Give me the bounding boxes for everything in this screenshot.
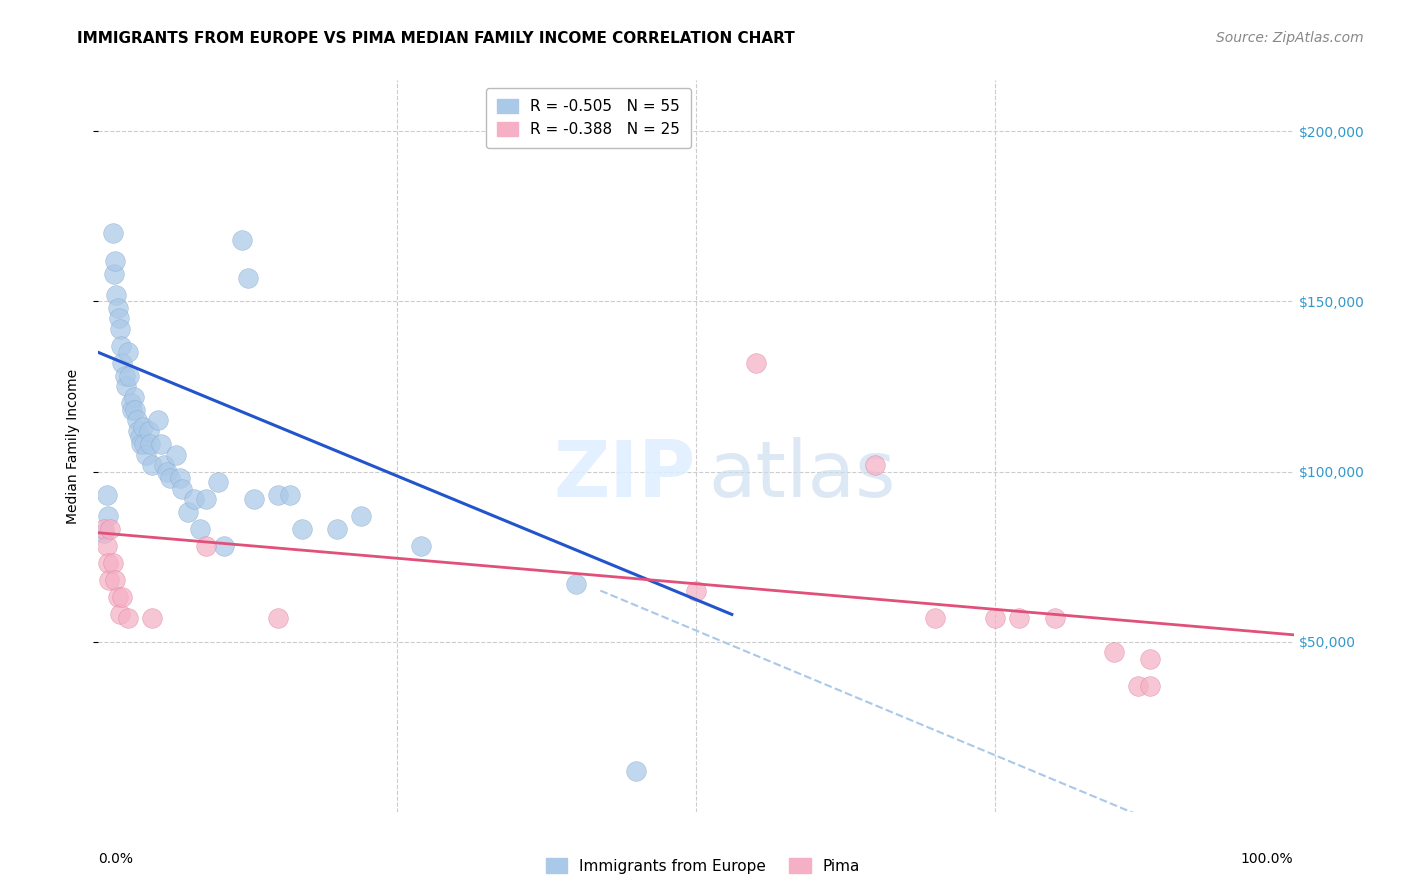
Point <box>105 287 128 301</box>
Point <box>350 508 373 523</box>
Point <box>291 522 314 536</box>
Point <box>93 522 115 536</box>
Point <box>108 321 131 335</box>
Point <box>124 390 146 404</box>
Point <box>188 522 211 536</box>
Point <box>107 301 129 316</box>
Legend: R = -0.505   N = 55, R = -0.388   N = 25: R = -0.505 N = 55, R = -0.388 N = 25 <box>486 88 690 148</box>
Point <box>207 475 229 489</box>
Point <box>97 557 120 571</box>
Point <box>685 583 707 598</box>
Text: Source: ZipAtlas.com: Source: ZipAtlas.com <box>1216 31 1364 45</box>
Text: 0.0%: 0.0% <box>98 852 134 866</box>
Point <box>104 574 127 588</box>
Point <box>169 471 191 485</box>
Point <box>131 420 153 434</box>
Point <box>195 491 218 506</box>
Point <box>141 458 163 472</box>
Point <box>231 233 253 247</box>
Point <box>96 488 118 502</box>
Point <box>98 574 121 588</box>
Point <box>177 505 200 519</box>
Text: 100.0%: 100.0% <box>1241 852 1294 866</box>
Point <box>278 488 301 502</box>
Point <box>138 424 160 438</box>
Point <box>159 471 181 485</box>
Point <box>121 403 143 417</box>
Point <box>96 540 118 554</box>
Point <box>1104 645 1126 659</box>
Y-axis label: Median Family Income: Median Family Income <box>66 368 80 524</box>
Point <box>93 525 115 540</box>
Point <box>865 458 887 472</box>
Point <box>149 437 172 451</box>
Point <box>165 448 187 462</box>
Point <box>129 430 152 444</box>
Point <box>195 540 218 554</box>
Point <box>110 338 132 352</box>
Text: IMMIGRANTS FROM EUROPE VS PIMA MEDIAN FAMILY INCOME CORRELATION CHART: IMMIGRANTS FROM EUROPE VS PIMA MEDIAN FA… <box>77 31 794 46</box>
Point <box>924 611 946 625</box>
Point <box>155 465 177 479</box>
Point <box>1008 611 1031 625</box>
Point <box>104 253 127 268</box>
Point <box>212 540 235 554</box>
Point <box>745 356 768 370</box>
Point <box>1128 679 1150 693</box>
Point <box>1139 651 1161 665</box>
Point <box>1139 679 1161 693</box>
Text: ZIP: ZIP <box>554 437 696 513</box>
Point <box>108 607 131 622</box>
Point <box>107 591 129 605</box>
Point <box>141 611 163 625</box>
Point <box>117 611 139 625</box>
Point <box>411 540 433 554</box>
Point <box>111 591 134 605</box>
Point <box>111 356 134 370</box>
Text: atlas: atlas <box>709 437 896 513</box>
Point <box>984 611 1007 625</box>
Point <box>127 424 149 438</box>
Point <box>153 458 176 472</box>
Point <box>236 270 259 285</box>
Point <box>98 522 122 536</box>
Point <box>131 437 153 451</box>
Point <box>183 491 205 506</box>
Point <box>114 369 136 384</box>
Point <box>97 508 120 523</box>
Point <box>626 764 648 778</box>
Point <box>124 403 146 417</box>
Legend: Immigrants from Europe, Pima: Immigrants from Europe, Pima <box>540 852 866 880</box>
Point <box>1043 611 1066 625</box>
Point <box>107 311 129 326</box>
Point <box>115 379 138 393</box>
Point <box>101 557 124 571</box>
Point <box>135 448 157 462</box>
Point <box>101 227 124 241</box>
Point <box>267 488 290 502</box>
Point <box>118 369 141 384</box>
Point <box>267 611 290 625</box>
Point <box>326 522 349 536</box>
Point <box>125 413 148 427</box>
Point <box>148 413 170 427</box>
Point <box>120 396 142 410</box>
Point <box>243 491 266 506</box>
Point <box>103 267 125 281</box>
Point <box>117 345 139 359</box>
Point <box>172 482 194 496</box>
Point <box>139 437 162 451</box>
Point <box>565 576 588 591</box>
Point <box>132 437 155 451</box>
